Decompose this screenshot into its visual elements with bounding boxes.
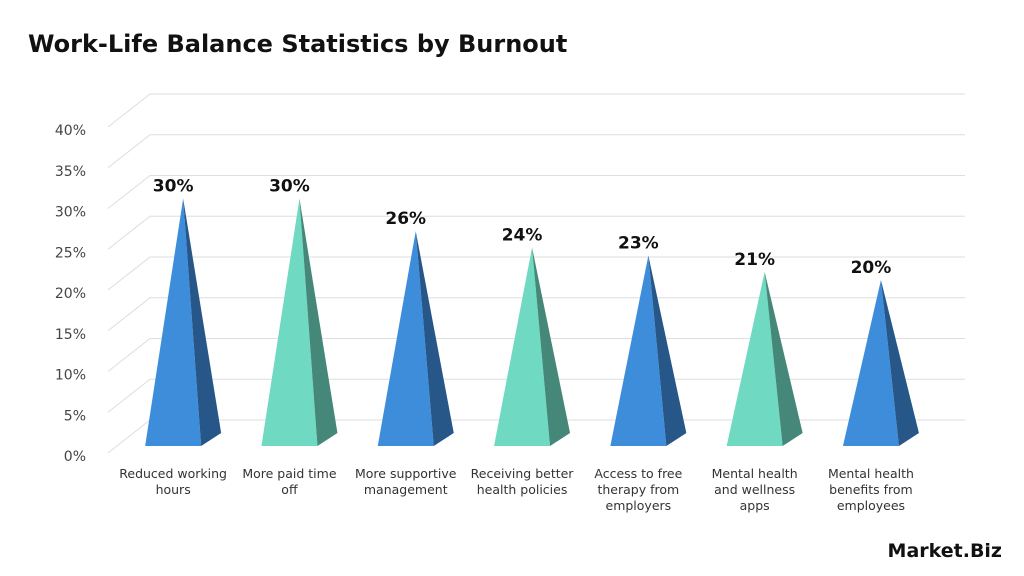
y-tick-label: 5% xyxy=(64,408,86,424)
y-tick-label: 40% xyxy=(55,123,86,139)
grid-line xyxy=(107,256,965,291)
x-tick-label: Receiving better health policies xyxy=(470,466,574,497)
pyramid-front xyxy=(377,231,434,446)
pyramid-side xyxy=(648,255,687,446)
y-tick-label: 15% xyxy=(55,327,86,343)
pyramid xyxy=(145,198,222,446)
pyramid xyxy=(726,271,803,446)
pyramid xyxy=(610,255,687,446)
pyramid-side xyxy=(532,247,571,446)
value-label: 30% xyxy=(269,177,310,197)
x-tick-label: Mental health benefits from employees xyxy=(827,466,914,513)
pyramid-front xyxy=(726,271,783,446)
pyramid-side xyxy=(415,231,454,446)
pyramid-front xyxy=(494,247,551,446)
x-tick-label: Reduced working hours xyxy=(119,466,227,497)
x-tick-label: More supportive management xyxy=(354,466,457,497)
grid-line xyxy=(107,134,965,169)
pyramid-side xyxy=(764,271,803,446)
grid-line xyxy=(107,378,965,413)
x-tick-label: Mental health and wellness apps xyxy=(711,466,798,513)
grid-line xyxy=(107,93,965,128)
grid-line xyxy=(107,175,965,209)
watermark: Market.Biz xyxy=(887,540,1002,562)
x-tick-label: Access to free therapy from employers xyxy=(594,466,683,513)
value-label: 23% xyxy=(618,234,659,254)
pyramid-side xyxy=(299,198,338,446)
pyramid-front xyxy=(610,255,667,446)
grid-line xyxy=(107,215,965,250)
pyramid-front xyxy=(145,198,202,446)
value-label: 24% xyxy=(502,225,543,245)
x-tick-label: More paid time off xyxy=(242,466,337,497)
y-tick-label: 35% xyxy=(55,164,86,180)
chart-title: Work-Life Balance Statistics by Burnout xyxy=(28,30,568,58)
y-tick-label: 0% xyxy=(64,449,86,465)
pyramid xyxy=(261,198,338,446)
pyramid-side xyxy=(880,280,919,446)
pyramid-front xyxy=(261,198,318,446)
y-tick-label: 25% xyxy=(55,245,86,261)
value-label: 30% xyxy=(153,177,194,197)
value-label: 20% xyxy=(851,258,892,278)
pyramid-side xyxy=(183,198,222,446)
y-tick-label: 20% xyxy=(55,286,86,302)
pyramid xyxy=(377,231,454,446)
grid-line xyxy=(107,338,965,372)
value-label: 26% xyxy=(385,209,426,229)
y-tick-label: 10% xyxy=(55,368,86,384)
pyramid xyxy=(494,247,571,446)
value-label: 21% xyxy=(734,250,775,270)
pyramid-front xyxy=(842,280,899,446)
y-tick-label: 30% xyxy=(55,205,86,221)
grid-line xyxy=(107,297,965,332)
pyramid xyxy=(842,280,919,446)
